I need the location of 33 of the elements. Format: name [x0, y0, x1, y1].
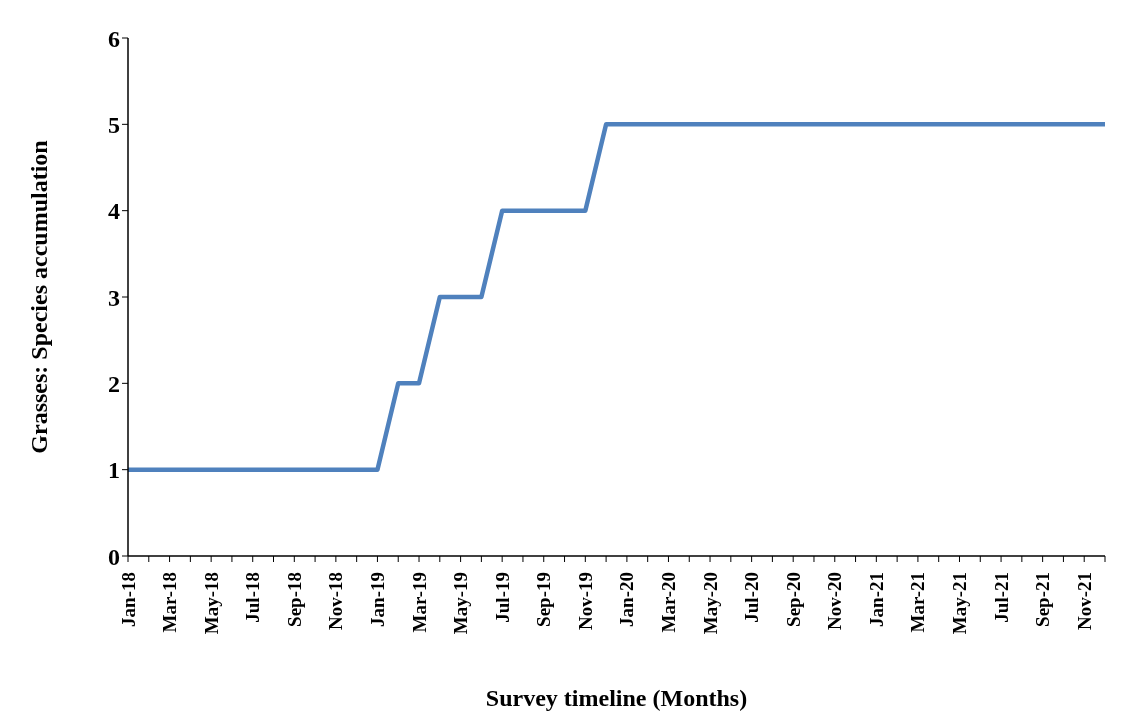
x-tick-label: Sep-20	[782, 572, 804, 627]
x-tick-label: Nov-18	[325, 572, 347, 631]
x-tick-label: Mar-21	[907, 572, 929, 633]
y-tick-label: 3	[108, 284, 120, 311]
y-tick-label: 4	[108, 198, 120, 225]
x-tick-label: Sep-21	[1032, 572, 1054, 627]
x-tick-label: May-21	[948, 572, 970, 635]
x-tick-label: Jan-20	[616, 572, 638, 627]
x-tick-label: Nov-20	[824, 572, 846, 631]
x-tick-label: Jul-18	[242, 572, 264, 623]
y-tick-label: 2	[108, 370, 120, 397]
x-tick-label: Jul-19	[491, 572, 513, 623]
x-tick-label: Mar-20	[657, 572, 679, 633]
x-tick-label: Nov-19	[574, 572, 596, 631]
y-tick-label: 5	[108, 111, 120, 138]
y-tick-label: 0	[108, 543, 120, 570]
x-tick-label: May-20	[699, 572, 721, 635]
x-tick-label: Mar-18	[159, 572, 181, 633]
y-tick-label: 6	[108, 25, 120, 52]
y-axis-title: Grasses: Species accumulation	[25, 140, 52, 454]
x-tick-label: Jul-20	[741, 572, 763, 623]
y-tick-label: 1	[108, 457, 120, 484]
x-tick-label: Jan-18	[117, 572, 139, 627]
x-tick-label: May-18	[200, 572, 222, 635]
x-tick-label: Jan-21	[865, 572, 887, 627]
x-axis-title: Survey timeline (Months)	[485, 685, 748, 711]
x-tick-label: Jan-19	[366, 572, 388, 627]
x-tick-label: Nov-21	[1073, 572, 1095, 631]
x-tick-label: Sep-19	[533, 572, 555, 627]
x-tick-label: Sep-18	[283, 572, 305, 627]
x-tick-label: May-19	[450, 572, 472, 635]
x-tick-label: Jul-21	[990, 572, 1012, 623]
x-tick-label: Mar-19	[408, 572, 430, 633]
